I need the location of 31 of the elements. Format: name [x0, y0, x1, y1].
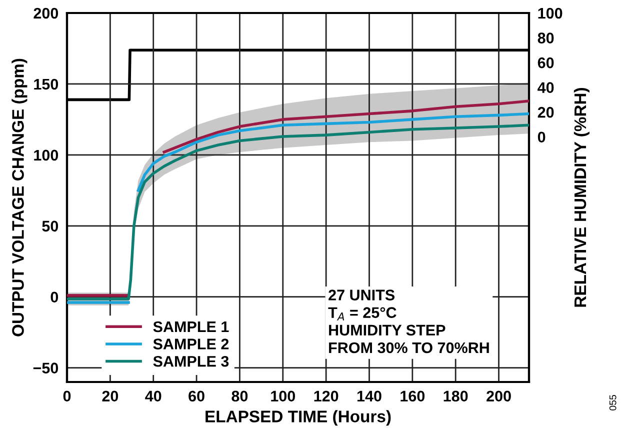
x-tick-label: 120	[314, 390, 338, 402]
y2-tick-label: 20	[538, 106, 554, 118]
y-tick-label: 100	[34, 150, 58, 161]
legend-label: SAMPLE 2	[153, 338, 229, 350]
y-tick-label: 150	[34, 78, 58, 90]
legend-label: SAMPLE 1	[153, 321, 229, 332]
x-tick-label: 40	[145, 390, 162, 402]
y-axis-title: OUTPUT VOLTAGE CHANGE (ppm)	[12, 58, 28, 336]
x-tick-label: 140	[357, 390, 382, 402]
text: 055	[609, 394, 616, 410]
y2-tick-label: 0	[538, 132, 546, 143]
x-tick-label: 20	[102, 390, 118, 402]
x-tick-label: 60	[188, 390, 204, 402]
x-tick-label: 160	[400, 390, 425, 402]
y2-tick-label: 80	[538, 32, 554, 44]
x-tick-label: 80	[232, 390, 248, 402]
y-tick-label: 0	[50, 292, 58, 303]
x-axis-title: ELAPSED TIME (Hours)	[206, 410, 391, 426]
y-tick-label: −50	[33, 362, 58, 374]
legend-label: SAMPLE 3	[153, 356, 229, 367]
y2-tick-label: 100	[538, 8, 562, 19]
y2-axis-title: RELATIVE HUMIDITY (%RH)	[574, 88, 590, 307]
y-tick-label: 50	[42, 220, 58, 232]
x-tick-label: 0	[63, 390, 71, 402]
y2-tick-label: 60	[538, 57, 554, 68]
y-tick-label: 200	[34, 8, 58, 19]
x-tick-label: 100	[271, 390, 296, 402]
x-tick-label: 200	[486, 390, 511, 402]
y2-tick-label: 40	[538, 82, 554, 93]
x-tick-label: 180	[444, 390, 468, 402]
annotation: 27 UNITS T$_{A}$ = 25°C HUMIDITY STEP FROM 30% TO 70%RH	[328, 290, 489, 354]
